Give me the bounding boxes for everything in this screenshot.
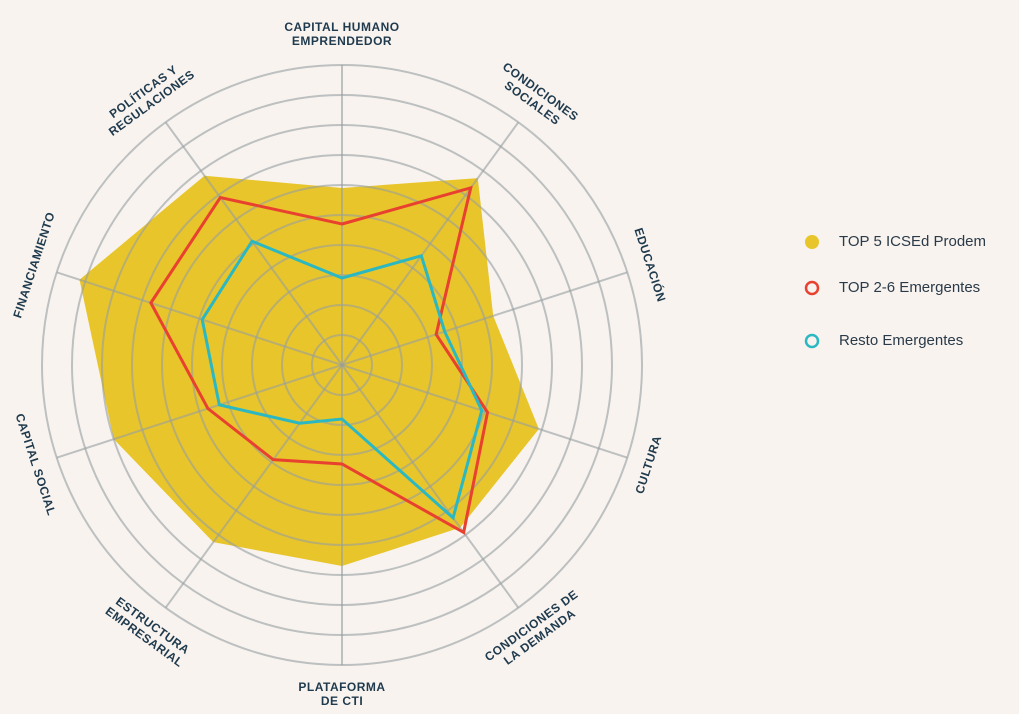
grid-spoke (341, 364, 628, 459)
axis-label: CULTURA (632, 434, 664, 496)
axis-label: CAPITAL HUMANO (284, 20, 399, 34)
axis-label: PLATAFORMA (298, 680, 385, 694)
legend-label: TOP 5 ICSEd Prodem (839, 233, 986, 250)
legend-label: Resto Emergentes (839, 332, 963, 349)
axis-label-group: CAPITAL SOCIAL (12, 412, 58, 518)
grid-spoke (341, 121, 520, 366)
legend-marker (804, 280, 820, 296)
legend-marker (805, 235, 819, 249)
grid-spoke (341, 364, 520, 609)
grid-spoke (164, 364, 343, 609)
axis-label: CAPITAL SOCIAL (12, 412, 58, 518)
grid-spoke (56, 271, 343, 366)
grid-spoke (56, 364, 343, 459)
axis-label: DE CTI (321, 694, 363, 708)
legend-label: TOP 2-6 Emergentes (839, 279, 980, 296)
legend-marker (804, 333, 820, 349)
grid-spoke (341, 271, 628, 366)
series-line (200, 239, 484, 521)
axis-label-group: EDUCACIÓN (631, 226, 669, 304)
series-line (149, 185, 490, 535)
axis-label-group: FINANCIAMIENTO (10, 210, 58, 320)
axis-label-group: CULTURA (632, 434, 664, 496)
grid-spoke (164, 121, 343, 366)
axis-label: EMPRENDEDOR (292, 34, 392, 48)
axis-label: FINANCIAMIENTO (10, 210, 58, 320)
axis-label: EDUCACIÓN (631, 226, 669, 304)
